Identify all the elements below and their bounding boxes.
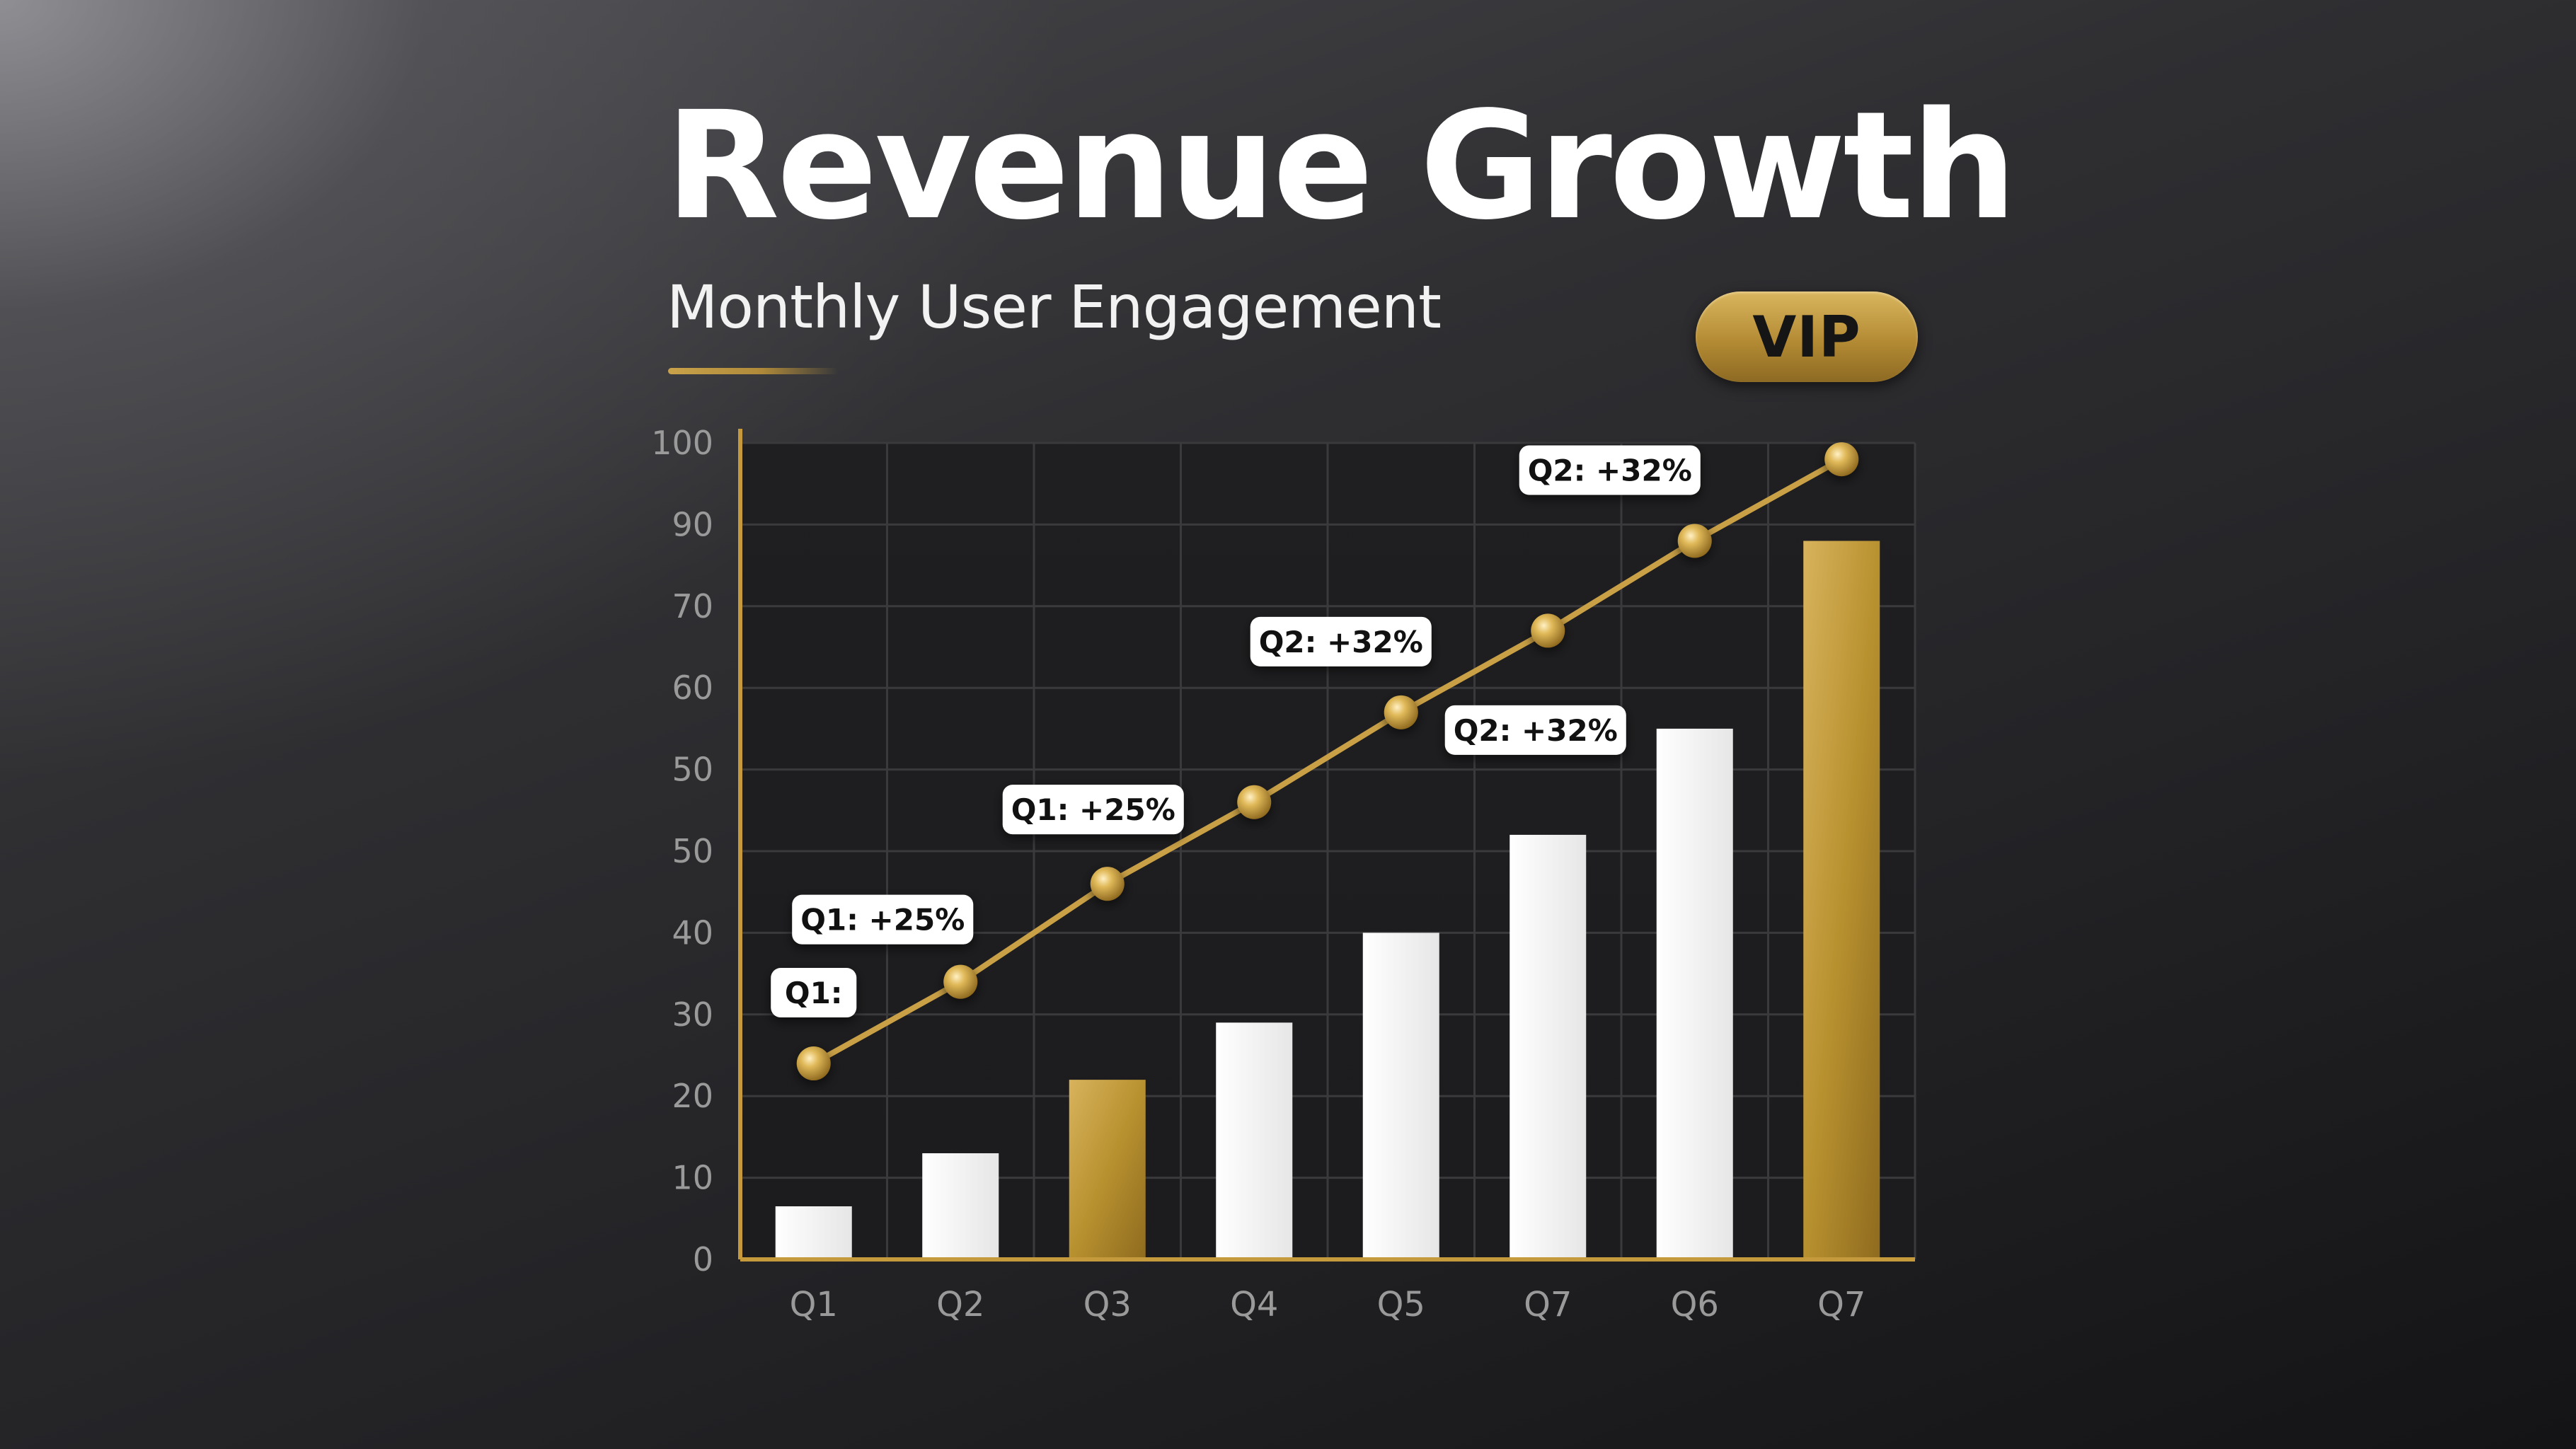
trend-point — [943, 964, 978, 999]
trend-point — [1824, 442, 1859, 477]
y-tick-label: 50 — [672, 832, 713, 870]
annotation-box — [1519, 445, 1701, 495]
annotation-box — [1444, 705, 1626, 755]
trend-point — [1531, 613, 1565, 648]
annotation-label: Q2: +32% — [1454, 713, 1618, 748]
trend-point — [796, 1046, 831, 1081]
bar — [1510, 834, 1587, 1259]
y-tick-label: 60 — [672, 669, 713, 707]
x-tick-label: Q7 — [1817, 1285, 1865, 1324]
annotation-box — [792, 894, 974, 945]
chart-subtitle: Monthly User Engagement — [667, 272, 1442, 342]
bar — [1216, 1022, 1293, 1259]
x-tick-label: Q7 — [1524, 1285, 1572, 1324]
bar — [775, 1206, 852, 1259]
accent-divider — [668, 368, 838, 374]
annotation-label: Q2: +32% — [1528, 453, 1692, 487]
annotation-box — [1002, 785, 1184, 835]
bar-highlight — [1069, 1080, 1146, 1259]
trend-point — [1237, 785, 1272, 819]
bar — [922, 1153, 999, 1259]
y-tick-label: 40 — [672, 913, 713, 952]
y-tick-label: 10 — [672, 1159, 713, 1197]
annotation-box — [771, 968, 857, 1018]
annotation-label: Q2: +32% — [1259, 625, 1423, 659]
x-tick-label: Q5 — [1377, 1285, 1425, 1324]
trend-point — [1090, 867, 1125, 901]
annotation-label: Q1: +25% — [1011, 792, 1175, 827]
x-tick-label: Q4 — [1230, 1285, 1278, 1324]
y-tick-label: 20 — [672, 1077, 713, 1115]
vip-badge: VIP — [1696, 291, 1918, 382]
bar-highlight — [1803, 541, 1880, 1259]
bar — [1362, 933, 1439, 1259]
x-tick-label: Q1 — [790, 1285, 838, 1324]
x-tick-label: Q6 — [1671, 1285, 1719, 1324]
y-tick-label: 50 — [672, 751, 713, 789]
x-tick-label: Q2 — [936, 1285, 984, 1324]
trend-line — [812, 456, 1844, 1066]
y-tick-label: 0 — [693, 1240, 713, 1278]
chart-title: Revenue Growth — [665, 79, 2017, 253]
annotation-label: Q1: — [785, 976, 843, 1010]
trend-point — [1677, 524, 1712, 558]
trend-point — [1384, 695, 1418, 729]
annotation-box — [1250, 616, 1432, 666]
y-tick-label: 30 — [672, 995, 713, 1034]
annotation-label: Q1: +25% — [800, 903, 965, 937]
y-tick-label: 70 — [672, 587, 713, 625]
y-tick-label: 90 — [672, 505, 713, 543]
bar — [1656, 728, 1733, 1259]
x-tick-label: Q3 — [1083, 1285, 1132, 1324]
y-tick-label: 100 — [651, 424, 713, 462]
